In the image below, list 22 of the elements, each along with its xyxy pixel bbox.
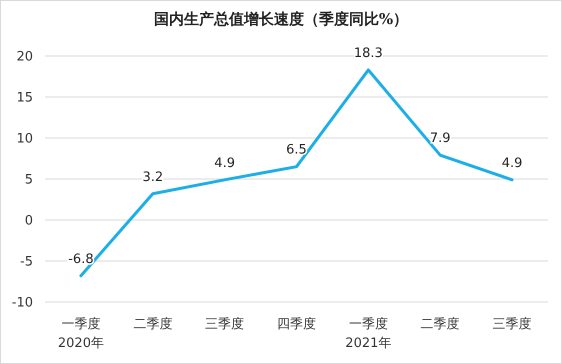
y-tick-label: 20 [16, 50, 33, 64]
y-tick-label: -10 [12, 296, 33, 310]
data-label: 6.5 [286, 142, 307, 158]
chart-title: 国内生产总值增长速度（季度同比%） [154, 10, 408, 28]
x-tick-label: 四季度 [277, 316, 316, 332]
data-label: 18.3 [354, 46, 383, 61]
data-label: 4.9 [214, 156, 235, 171]
x-tick-label: 一季度 2020年 [58, 316, 104, 351]
data-label: 7.9 [430, 131, 451, 146]
data-label: 3.2 [142, 170, 164, 185]
x-tick-label: 二季度 [420, 316, 460, 332]
x-tick-label: 三季度 [492, 316, 532, 332]
y-tick-label: 10 [16, 132, 33, 146]
x-tick-label: 三季度 [205, 316, 244, 332]
y-tick-label: 0 [24, 214, 33, 228]
x-tick-label: 一季度 2021年 [345, 316, 392, 351]
y-tick-label: -5 [20, 254, 33, 270]
x-tick-label: 二季度 [133, 316, 172, 332]
y-tick-label: 15 [16, 90, 33, 106]
data-label: 4.9 [502, 156, 522, 171]
y-tick-label: 5 [24, 172, 33, 188]
data-label: -6.8 [68, 252, 94, 267]
